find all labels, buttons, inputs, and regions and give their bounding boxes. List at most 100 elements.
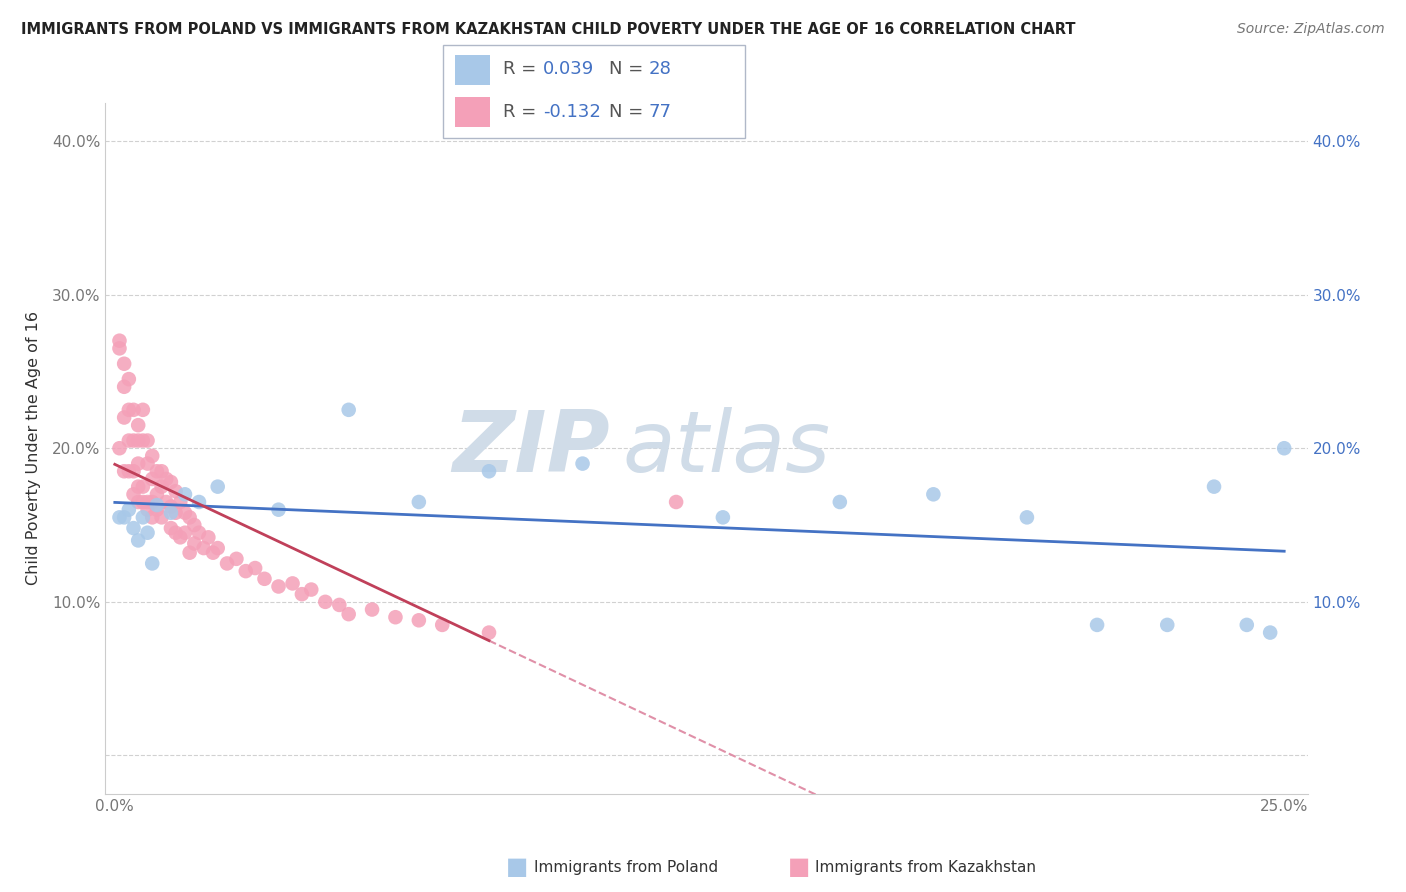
Point <box>174 525 197 540</box>
Point <box>136 502 159 516</box>
Point <box>122 402 145 417</box>
Bar <box>456 97 489 127</box>
Point <box>408 613 430 627</box>
Point <box>188 495 211 509</box>
Point <box>225 551 247 566</box>
Point <box>127 434 149 448</box>
Point <box>197 530 219 544</box>
Point <box>141 495 163 509</box>
Point <box>132 495 155 509</box>
Point <box>136 525 159 540</box>
Point <box>108 342 131 356</box>
Point <box>243 561 266 575</box>
Point <box>141 472 163 486</box>
Point <box>132 480 155 494</box>
Point <box>1015 510 1038 524</box>
Y-axis label: Child Poverty Under the Age of 16: Child Poverty Under the Age of 16 <box>25 311 41 585</box>
Text: -0.132: -0.132 <box>543 103 600 120</box>
Point <box>337 402 360 417</box>
Point <box>202 546 225 560</box>
Point <box>155 495 177 509</box>
Point <box>1202 480 1225 494</box>
Point <box>361 602 384 616</box>
Point <box>141 557 163 571</box>
Point <box>160 500 183 514</box>
Point <box>165 525 187 540</box>
Point <box>188 525 211 540</box>
Point <box>136 434 159 448</box>
FancyBboxPatch shape <box>443 45 745 138</box>
Point <box>183 518 205 533</box>
Point <box>132 402 155 417</box>
Point <box>432 618 454 632</box>
Point <box>160 475 183 489</box>
Point <box>1272 441 1295 455</box>
Point <box>132 510 155 524</box>
Text: N =: N = <box>609 61 650 78</box>
Point <box>118 434 141 448</box>
Text: atlas: atlas <box>623 407 831 490</box>
Point <box>112 510 135 524</box>
Point <box>1156 618 1178 632</box>
Point <box>112 410 135 425</box>
Point <box>165 484 187 499</box>
Point <box>146 498 169 512</box>
Point <box>828 495 851 509</box>
Point <box>146 464 169 478</box>
Point <box>291 587 314 601</box>
Point <box>179 546 201 560</box>
Point <box>127 495 149 509</box>
Point <box>150 464 173 478</box>
Point <box>118 372 141 386</box>
Point <box>165 506 187 520</box>
Point <box>141 449 163 463</box>
Point <box>337 607 360 621</box>
Point <box>112 380 135 394</box>
Text: Source: ZipAtlas.com: Source: ZipAtlas.com <box>1237 22 1385 37</box>
Point <box>146 487 169 501</box>
Point <box>160 521 183 535</box>
Point <box>122 521 145 535</box>
Text: Immigrants from Poland: Immigrants from Poland <box>534 860 718 874</box>
Text: ■: ■ <box>506 855 529 879</box>
Point <box>299 582 322 597</box>
Point <box>711 510 734 524</box>
Point <box>108 510 131 524</box>
Point <box>281 576 304 591</box>
Text: ZIP: ZIP <box>453 407 610 490</box>
Point <box>122 487 145 501</box>
Point <box>118 464 141 478</box>
Point <box>478 464 501 478</box>
Text: IMMIGRANTS FROM POLAND VS IMMIGRANTS FROM KAZAKHSTAN CHILD POVERTY UNDER THE AGE: IMMIGRANTS FROM POLAND VS IMMIGRANTS FRO… <box>21 22 1076 37</box>
Point <box>267 580 290 594</box>
Point <box>478 625 501 640</box>
Point <box>150 510 173 524</box>
Point <box>235 564 257 578</box>
Point <box>122 464 145 478</box>
Point <box>1258 625 1281 640</box>
Point <box>183 536 205 550</box>
Text: R =: R = <box>503 61 543 78</box>
Point <box>136 457 159 471</box>
Point <box>155 472 177 486</box>
Point <box>118 402 141 417</box>
Point <box>922 487 945 501</box>
Point <box>122 434 145 448</box>
Text: 77: 77 <box>648 103 672 120</box>
Point <box>160 506 183 520</box>
Text: Immigrants from Kazakhstan: Immigrants from Kazakhstan <box>815 860 1036 874</box>
Point <box>174 506 197 520</box>
Point <box>146 502 169 516</box>
Point <box>108 334 131 348</box>
Text: R =: R = <box>503 103 543 120</box>
Point <box>314 595 336 609</box>
Point <box>112 464 135 478</box>
Point <box>118 502 141 516</box>
Point <box>665 495 688 509</box>
Point <box>108 441 131 455</box>
Text: 28: 28 <box>648 61 671 78</box>
Text: N =: N = <box>609 103 650 120</box>
Point <box>141 510 163 524</box>
Point <box>328 598 350 612</box>
Point <box>1236 618 1258 632</box>
